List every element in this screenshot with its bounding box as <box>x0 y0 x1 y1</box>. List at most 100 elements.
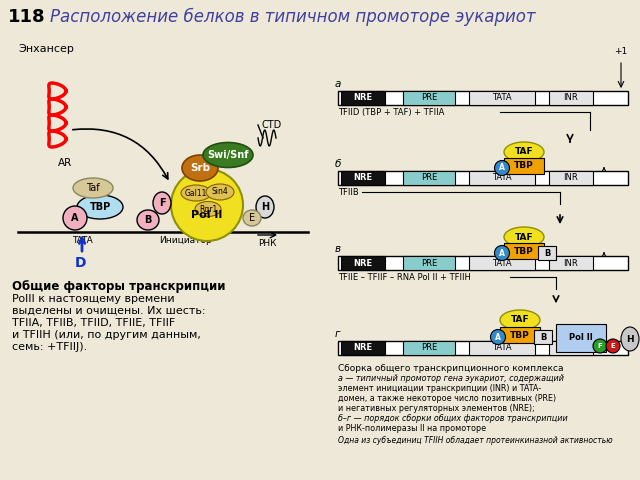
Text: Энхансер: Энхансер <box>18 44 74 54</box>
Text: домен, а также некоторое число позитивных (PRE): домен, а также некоторое число позитивны… <box>338 394 556 403</box>
Circle shape <box>490 329 506 345</box>
Circle shape <box>171 169 243 241</box>
Text: TFIIE – TFIIF – RNA Pol II + TFIIH: TFIIE – TFIIF – RNA Pol II + TFIIH <box>338 273 471 282</box>
Text: D: D <box>74 256 86 270</box>
Bar <box>403 91 455 105</box>
Ellipse shape <box>243 210 261 226</box>
Text: выделены и очищены. Их шесть:: выделены и очищены. Их шесть: <box>12 306 205 316</box>
Text: Gal11: Gal11 <box>185 189 207 197</box>
Text: TBP: TBP <box>510 331 530 339</box>
Text: Инициатор: Инициатор <box>159 236 211 245</box>
Ellipse shape <box>181 185 211 201</box>
Text: 118: 118 <box>8 8 45 26</box>
Text: элемент инициации транскрипции (INR) и TATA-: элемент инициации транскрипции (INR) и T… <box>338 384 541 393</box>
Bar <box>403 256 455 270</box>
Ellipse shape <box>153 192 171 214</box>
Text: TATA: TATA <box>72 236 92 245</box>
Text: и РНК-полимеразы II на промоторе: и РНК-полимеразы II на промоторе <box>338 424 486 433</box>
Text: A: A <box>495 333 501 341</box>
Text: TBP: TBP <box>514 161 534 170</box>
Text: TFIID (TBP + TAF) + TFIIA: TFIID (TBP + TAF) + TFIIA <box>338 108 444 117</box>
Text: +1: +1 <box>614 47 628 56</box>
Bar <box>338 341 628 355</box>
Text: F: F <box>159 198 165 208</box>
Text: B: B <box>540 333 546 341</box>
Text: INR: INR <box>564 259 579 267</box>
Text: Расположение белков в типичном промоторе эукариот: Расположение белков в типичном промоторе… <box>50 8 536 26</box>
Text: TATA: TATA <box>492 344 512 352</box>
Bar <box>341 341 385 355</box>
Bar <box>549 91 593 105</box>
Text: AR: AR <box>58 158 72 168</box>
Text: PolII к настоящему времени: PolII к настоящему времени <box>12 294 175 304</box>
Bar <box>549 171 593 185</box>
Ellipse shape <box>504 142 544 162</box>
Bar <box>469 256 535 270</box>
Text: Pol II: Pol II <box>191 210 223 220</box>
Text: E: E <box>249 213 255 223</box>
Text: б–г — порядок сборки общих факторов транскрипции: б–г — порядок сборки общих факторов тран… <box>338 414 568 423</box>
Ellipse shape <box>137 210 159 230</box>
Text: TAF: TAF <box>515 232 533 241</box>
Text: TAF: TAF <box>515 147 533 156</box>
Text: Rgr1: Rgr1 <box>199 204 217 214</box>
Text: Сборка общего транскрипционного комплекса: Сборка общего транскрипционного комплекс… <box>338 364 563 373</box>
Text: F: F <box>598 343 602 349</box>
Text: PRE: PRE <box>421 259 437 267</box>
Text: и негативных регуляторных элементов (NRE);: и негативных регуляторных элементов (NRE… <box>338 404 535 413</box>
Bar <box>504 243 544 259</box>
Circle shape <box>495 245 509 261</box>
Text: Одна из субъединиц TFIIH обладает протеинкиназной активностью: Одна из субъединиц TFIIH обладает протеи… <box>338 436 612 445</box>
Bar <box>338 91 628 105</box>
Text: Taf: Taf <box>86 183 100 193</box>
Bar <box>504 158 544 174</box>
Text: E: E <box>611 343 616 349</box>
Text: в: в <box>335 244 341 254</box>
Ellipse shape <box>73 178 113 198</box>
Text: NRE: NRE <box>353 259 372 267</box>
Circle shape <box>495 160 509 176</box>
Bar <box>341 256 385 270</box>
Circle shape <box>63 206 87 230</box>
Bar <box>549 341 593 355</box>
Bar <box>538 246 556 260</box>
Text: семь: +TFIIJ).: семь: +TFIIJ). <box>12 342 87 352</box>
Text: INR: INR <box>564 173 579 182</box>
Text: TFIIB: TFIIB <box>338 188 359 197</box>
Text: B: B <box>144 215 152 225</box>
Text: TBP: TBP <box>514 247 534 255</box>
Bar <box>403 171 455 185</box>
Ellipse shape <box>195 202 221 216</box>
Text: Srb: Srb <box>190 163 210 173</box>
Text: A: A <box>499 164 505 172</box>
Text: NRE: NRE <box>353 344 372 352</box>
Bar <box>549 256 593 270</box>
Bar <box>469 91 535 105</box>
Bar <box>534 330 552 344</box>
Text: а: а <box>335 79 341 89</box>
Text: TFIIA, TFIIB, TFIID, TFIIE, TFIIF: TFIIA, TFIIB, TFIID, TFIIE, TFIIF <box>12 318 175 328</box>
Text: B: B <box>544 249 550 257</box>
Text: INR: INR <box>564 94 579 103</box>
Ellipse shape <box>504 227 544 247</box>
Ellipse shape <box>182 155 218 181</box>
Ellipse shape <box>206 184 234 200</box>
Text: и TFIIH (или, по другим данным,: и TFIIH (или, по другим данным, <box>12 330 201 340</box>
Bar <box>500 327 540 343</box>
Text: TATA: TATA <box>492 94 512 103</box>
Text: CTD: CTD <box>262 120 282 130</box>
Text: NRE: NRE <box>353 173 372 182</box>
Text: PRE: PRE <box>421 173 437 182</box>
Text: PRE: PRE <box>421 344 437 352</box>
Bar <box>556 324 606 352</box>
Bar <box>469 171 535 185</box>
Text: Pol II: Pol II <box>569 334 593 343</box>
Bar <box>341 91 385 105</box>
Ellipse shape <box>500 310 540 330</box>
Ellipse shape <box>621 327 639 351</box>
Text: PRE: PRE <box>421 94 437 103</box>
Text: РНК: РНК <box>258 239 276 248</box>
Text: Swi/Snf: Swi/Snf <box>207 150 249 160</box>
Text: INR: INR <box>564 344 579 352</box>
Text: TAF: TAF <box>511 315 529 324</box>
